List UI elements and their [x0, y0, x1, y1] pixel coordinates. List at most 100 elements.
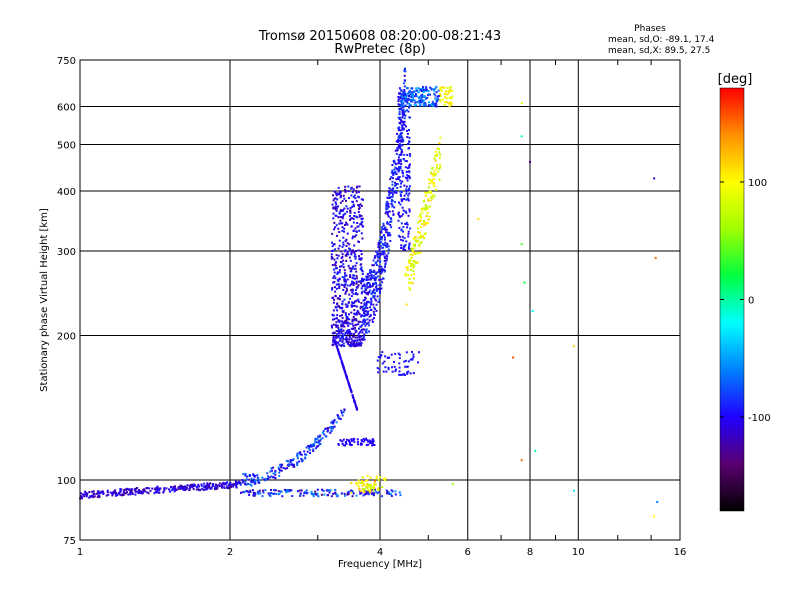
data-point	[352, 196, 355, 199]
data-point	[512, 356, 515, 359]
phase-stats-o: mean, sd,O: -89.1, 17.4	[608, 35, 715, 45]
data-point	[429, 171, 432, 174]
data-point	[345, 339, 348, 342]
data-point	[360, 214, 363, 217]
data-point	[377, 256, 380, 259]
data-point	[396, 183, 399, 185]
data-point	[386, 207, 389, 210]
data-point	[409, 281, 412, 284]
data-point	[383, 252, 386, 255]
data-point	[332, 341, 335, 343]
data-point	[384, 479, 386, 481]
data-point	[258, 489, 261, 492]
data-point	[268, 476, 271, 479]
data-point	[391, 204, 394, 207]
data-point	[344, 494, 346, 497]
data-point	[342, 236, 345, 239]
data-point	[369, 269, 371, 272]
data-point	[378, 261, 381, 263]
data-point	[342, 323, 345, 326]
data-point	[360, 257, 363, 260]
data-point	[342, 266, 345, 269]
data-point	[335, 342, 337, 345]
data-point	[388, 193, 391, 196]
data-point	[392, 172, 395, 175]
x-tick-label: 10	[572, 547, 585, 558]
data-point	[307, 447, 310, 450]
data-point	[335, 207, 338, 210]
data-point	[400, 238, 403, 241]
data-point	[341, 363, 344, 366]
data-point	[347, 381, 350, 384]
data-point	[340, 216, 343, 218]
data-point	[205, 485, 208, 488]
data-point	[363, 333, 366, 336]
data-point	[373, 269, 376, 272]
data-point	[408, 116, 411, 119]
data-point	[401, 150, 404, 153]
data-point	[397, 177, 400, 180]
data-point	[420, 216, 423, 219]
data-point	[179, 487, 182, 490]
data-point	[408, 244, 411, 247]
data-point	[340, 307, 343, 310]
data-point	[423, 233, 426, 236]
data-point	[287, 465, 290, 467]
data-point	[339, 295, 342, 297]
data-point	[350, 295, 353, 298]
data-point	[393, 361, 395, 363]
data-point	[287, 460, 290, 463]
data-point	[299, 453, 302, 456]
data-point	[377, 252, 380, 255]
data-point	[345, 205, 348, 208]
data-point	[193, 483, 196, 486]
data-point	[274, 489, 277, 492]
data-point	[342, 284, 345, 287]
data-point	[410, 100, 413, 103]
data-point	[375, 299, 378, 302]
data-point	[274, 477, 277, 480]
data-point	[407, 232, 410, 235]
data-point	[348, 344, 351, 347]
data-point	[154, 488, 156, 491]
data-point	[424, 191, 427, 194]
data-point	[357, 298, 360, 301]
data-point	[374, 278, 377, 281]
data-point	[405, 221, 408, 224]
data-point	[654, 257, 657, 260]
data-point	[399, 129, 402, 132]
data-point	[368, 274, 371, 277]
data-point	[379, 253, 382, 256]
data-point	[273, 492, 275, 495]
data-point	[408, 261, 411, 264]
data-point	[323, 433, 326, 436]
data-point	[258, 479, 261, 482]
data-point	[421, 99, 424, 102]
data-point	[409, 253, 412, 256]
data-point	[356, 293, 359, 296]
y-axis-label: Stationary phase Virtual Height [km]	[39, 208, 50, 392]
data-point	[425, 204, 427, 207]
data-point	[334, 294, 337, 297]
data-point	[372, 303, 375, 306]
data-point	[175, 489, 178, 492]
data-point	[385, 254, 388, 257]
data-point	[362, 280, 365, 283]
data-point	[129, 493, 132, 496]
data-point	[355, 282, 358, 285]
data-point	[278, 471, 281, 474]
data-point	[344, 224, 346, 226]
data-point	[364, 285, 367, 288]
data-point	[400, 120, 403, 123]
data-point	[355, 319, 358, 322]
data-point	[122, 494, 125, 496]
data-point	[344, 444, 346, 447]
data-point	[84, 490, 86, 493]
data-point	[370, 297, 373, 300]
data-point	[388, 187, 391, 190]
data-point	[396, 141, 399, 143]
data-point	[425, 97, 428, 100]
data-point	[399, 95, 402, 98]
data-point	[432, 194, 435, 197]
data-point	[427, 186, 430, 189]
